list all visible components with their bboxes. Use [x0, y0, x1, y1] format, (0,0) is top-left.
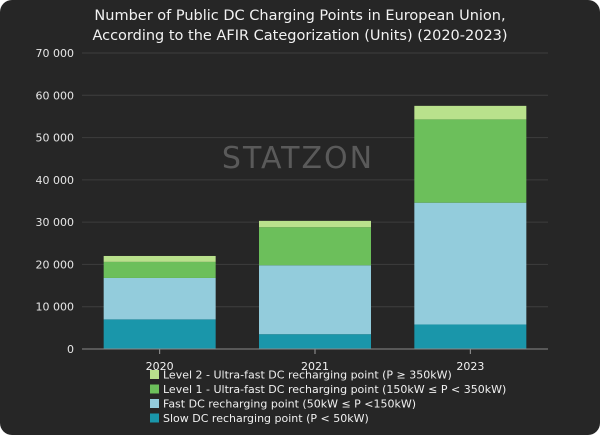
- x-tick-label: 2023: [456, 360, 484, 373]
- y-tick-label: 10 000: [36, 301, 75, 314]
- chart-title-line-2: According to the AFIR Categorization (Un…: [92, 28, 508, 44]
- watermark-text: STATZON: [222, 141, 374, 176]
- y-tick-label: 60 000: [36, 89, 75, 102]
- bar-segment: [414, 324, 527, 349]
- bar-segment: [414, 202, 527, 325]
- bar-segment: [103, 255, 216, 262]
- y-tick-label: 50 000: [36, 132, 75, 145]
- bar-segment: [259, 334, 371, 349]
- bar-segment: [259, 220, 371, 228]
- legend-label: Slow DC recharging point (P < 50kW): [163, 412, 369, 425]
- chart-title: Number of Public DC Charging Points in E…: [0, 6, 600, 46]
- x-tick-label: 2020: [146, 360, 174, 373]
- y-tick-label: 20 000: [36, 258, 75, 271]
- legend-swatch: [150, 399, 159, 408]
- legend-label: Fast DC recharging point (50kW ≤ P <150k…: [163, 398, 416, 411]
- y-tick-label: 40 000: [36, 174, 75, 187]
- bar-segment: [414, 105, 527, 120]
- x-tick-label: 2021: [301, 360, 329, 373]
- legend-swatch: [150, 370, 159, 379]
- y-tick-label: 70 000: [36, 47, 75, 60]
- legend-label: Level 1 - Ultra-fast DC recharging point…: [163, 383, 506, 396]
- bar-segment: [259, 265, 371, 335]
- bar-segment: [103, 261, 216, 278]
- y-tick-label: 30 000: [36, 216, 75, 229]
- chart-title-line-1: Number of Public DC Charging Points in E…: [94, 8, 506, 24]
- y-tick-label: 0: [67, 343, 74, 356]
- legend-swatch: [150, 384, 159, 394]
- legend-swatch: [150, 413, 159, 423]
- bar-segment: [259, 227, 371, 266]
- bar-segment: [103, 277, 216, 320]
- bar-segment: [103, 319, 216, 349]
- bar-segment: [414, 119, 527, 203]
- legend-label: Level 2 - Ultra-fast DC recharging point…: [163, 369, 452, 382]
